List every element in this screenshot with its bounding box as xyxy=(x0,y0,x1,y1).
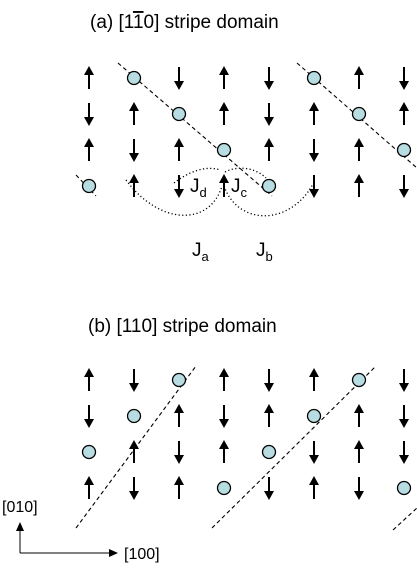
vacancy-site xyxy=(126,408,142,424)
spin-up-arrow xyxy=(84,476,94,499)
exchange-path-jb xyxy=(223,183,314,217)
spin-down-arrow xyxy=(174,441,184,464)
vacancy-site xyxy=(351,372,367,388)
spin-up-arrow xyxy=(264,138,274,161)
spin-down-arrow xyxy=(399,67,409,90)
vacancy-site xyxy=(306,408,322,424)
spin-up-arrow xyxy=(354,174,364,197)
spin-down-arrow xyxy=(84,405,94,428)
spin-up-arrow xyxy=(84,368,94,391)
spin-up-arrow xyxy=(129,174,139,197)
panel-a-lattice xyxy=(81,66,412,198)
spin-up-arrow xyxy=(129,102,139,125)
vacancy-site xyxy=(396,480,412,496)
panel-a-stripe-line xyxy=(117,62,273,197)
panel-b-stripes xyxy=(75,365,417,531)
crystal-axes: [010] [100] xyxy=(2,499,160,563)
spin-down-arrow xyxy=(219,405,229,428)
panel-b-stripe-line xyxy=(211,365,377,529)
spin-down-arrow xyxy=(309,139,319,162)
spin-up-arrow xyxy=(129,440,139,463)
spin-down-arrow xyxy=(309,175,319,198)
axis-100-label: [100] xyxy=(124,546,160,563)
panel-a-stripes xyxy=(75,62,417,197)
vacancy-site xyxy=(306,70,322,86)
panel-a-exchange-paths xyxy=(125,167,314,217)
vacancy-site xyxy=(81,444,97,460)
spin-up-arrow xyxy=(174,476,184,499)
vacancy-site xyxy=(171,372,187,388)
axis-010-arrowhead xyxy=(16,522,24,531)
spin-down-arrow xyxy=(84,103,94,126)
spin-up-arrow xyxy=(399,102,409,125)
spin-down-arrow xyxy=(129,139,139,162)
spin-down-arrow xyxy=(264,477,274,500)
panel-b-lattice xyxy=(81,368,412,500)
exchange-path-jc xyxy=(224,167,267,179)
exchange-label-jc: Jc xyxy=(231,176,248,200)
spin-up-arrow xyxy=(174,138,184,161)
spin-down-arrow xyxy=(354,477,364,500)
exchange-label-jd: Jd xyxy=(190,176,207,200)
vacancy-site xyxy=(351,106,367,122)
spin-up-arrow xyxy=(219,368,229,391)
axis-010-label: [010] xyxy=(2,499,38,516)
spin-down-arrow xyxy=(399,175,409,198)
panel-b-stripe-line xyxy=(392,507,417,531)
exchange-label-ja: Ja xyxy=(192,240,210,264)
panel-b-title: (b) [110] stripe domain xyxy=(88,316,277,337)
vacancy-site xyxy=(261,444,277,460)
spin-down-arrow xyxy=(309,441,319,464)
spin-up-arrow xyxy=(219,66,229,89)
axis-100-arrowhead xyxy=(109,549,118,557)
spin-up-arrow xyxy=(84,138,94,161)
spin-down-arrow xyxy=(264,67,274,90)
spin-down-arrow xyxy=(264,369,274,392)
spin-down-arrow xyxy=(174,175,184,198)
spin-up-arrow xyxy=(174,404,184,427)
vacancy-site xyxy=(81,178,97,194)
spin-up-arrow xyxy=(219,174,229,197)
spin-down-arrow xyxy=(399,405,409,428)
vacancy-site xyxy=(126,70,142,86)
spin-down-arrow xyxy=(129,477,139,500)
spin-down-arrow xyxy=(129,369,139,392)
vacancy-site xyxy=(216,480,232,496)
spin-up-arrow xyxy=(84,66,94,89)
vacancy-site xyxy=(396,142,412,158)
spin-up-arrow xyxy=(309,476,319,499)
spin-down-arrow xyxy=(399,369,409,392)
vacancy-site xyxy=(171,106,187,122)
spin-up-arrow xyxy=(219,440,229,463)
spin-up-arrow xyxy=(309,102,319,125)
spin-up-arrow xyxy=(354,404,364,427)
spin-up-arrow xyxy=(354,138,364,161)
panel-a-title: (a) [110] stripe domain xyxy=(90,12,279,33)
spin-up-arrow xyxy=(219,102,229,125)
spin-down-arrow xyxy=(174,67,184,90)
exchange-label-jb: Jb xyxy=(256,240,273,264)
vacancy-site xyxy=(261,178,277,194)
spin-down-arrow xyxy=(399,441,409,464)
spin-up-arrow xyxy=(354,66,364,89)
spin-up-arrow xyxy=(309,368,319,391)
exchange-path-jd xyxy=(173,167,221,184)
spin-down-arrow xyxy=(264,103,274,126)
vacancy-site xyxy=(216,142,232,158)
spin-up-arrow xyxy=(264,404,274,427)
spin-up-arrow xyxy=(354,440,364,463)
exchange-path-ja xyxy=(125,179,223,216)
